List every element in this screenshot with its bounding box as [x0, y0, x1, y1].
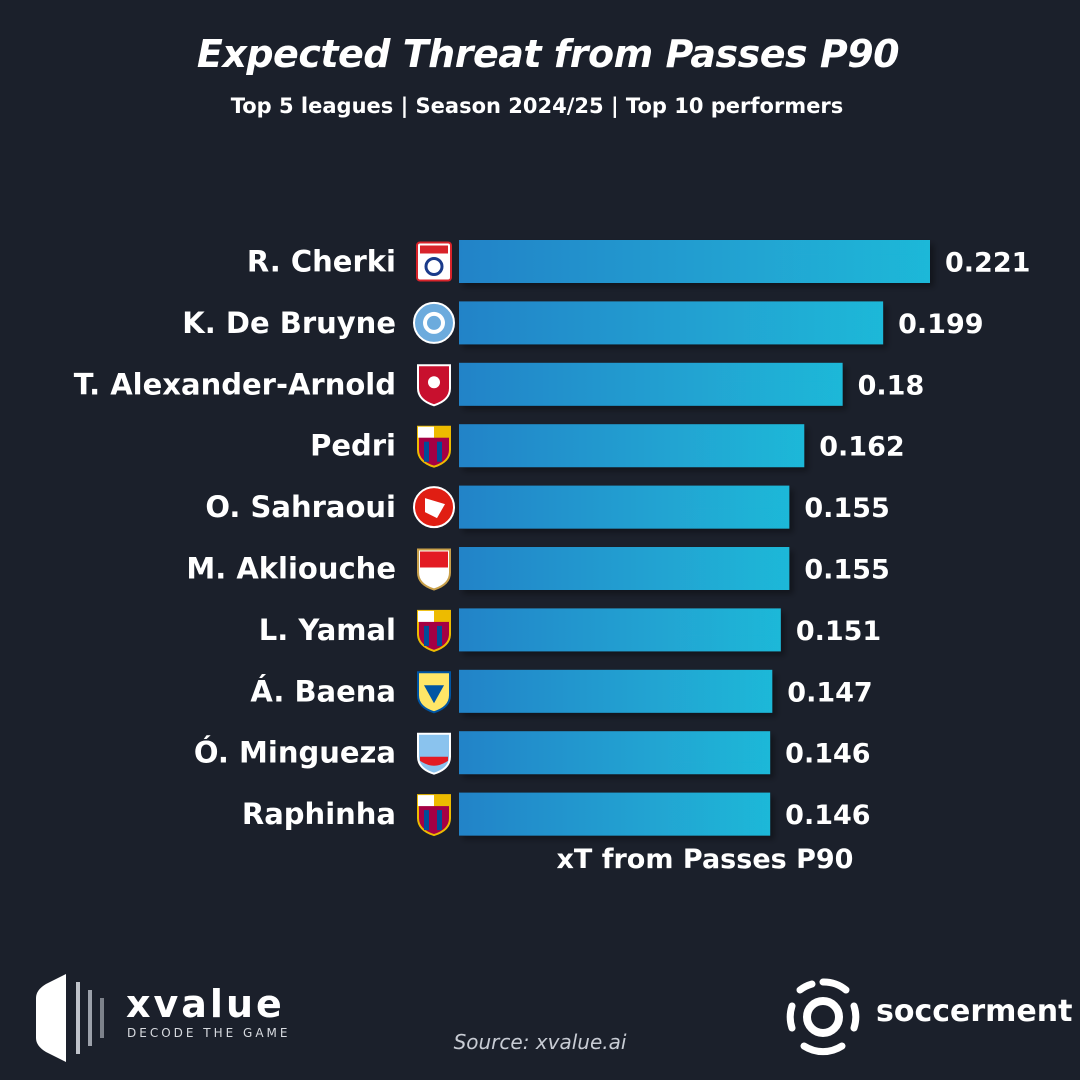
bar [459, 608, 781, 652]
category-label: T. Alexander-Arnold [74, 367, 396, 401]
bar [459, 547, 790, 590]
bar [459, 731, 771, 775]
value-label: 0.18 [858, 370, 925, 401]
bar [459, 362, 843, 406]
value-label: 0.199 [898, 309, 983, 340]
category-label: K. De Bruyne [182, 306, 396, 340]
value-label: 0.146 [785, 739, 870, 770]
value-label: 0.146 [785, 800, 870, 831]
x-axis-title: xT from Passes P90 [557, 844, 854, 875]
value-label: 0.151 [796, 616, 881, 647]
xvalue-brand-name: xvalue [126, 982, 285, 1026]
barcelona-crest-icon [417, 794, 451, 837]
barcelona-crest-icon [417, 425, 451, 468]
page-title: Expected Threat from Passes P90 [196, 32, 900, 76]
bar [459, 424, 805, 468]
monaco-crest-icon [417, 548, 451, 591]
liverpool-crest-icon [417, 364, 451, 407]
lyon-crest-icon [416, 241, 452, 282]
value-label: 0.221 [945, 248, 1030, 279]
source-note: Source: xvalue.ai [453, 1030, 627, 1054]
value-label: 0.147 [787, 677, 872, 708]
bar [459, 240, 930, 283]
celta-crest-icon [417, 732, 451, 775]
page-subtitle: Top 5 leagues | Season 2024/25 | Top 10 … [230, 94, 844, 118]
man-city-crest-icon [413, 301, 455, 344]
barcelona-crest-icon [417, 609, 451, 652]
soccerment-brand-name: soccerment [876, 994, 1073, 1029]
bar [459, 485, 790, 529]
xvalue-logo-icon [36, 974, 104, 1062]
villarreal-crest-icon [417, 671, 451, 714]
bar [459, 669, 773, 713]
category-label: Pedri [310, 429, 396, 463]
bar [459, 792, 771, 836]
value-label: 0.155 [804, 493, 889, 524]
soccerment-logo-icon [786, 978, 860, 1056]
category-label: L. Yamal [259, 613, 396, 647]
value-label: 0.155 [804, 555, 889, 586]
bar [459, 301, 884, 345]
value-label: 0.162 [819, 432, 904, 463]
category-label: Raphinha [242, 797, 396, 831]
category-label: R. Cherki [247, 245, 396, 279]
lille-crest-icon [413, 486, 455, 529]
category-label: Ó. Mingueza [194, 736, 396, 770]
category-label: M. Akliouche [186, 552, 396, 586]
xvalue-tagline: DECODE THE GAME [127, 1026, 291, 1040]
category-label: O. Sahraoui [205, 490, 396, 524]
category-label: Á. Baena [250, 674, 396, 708]
